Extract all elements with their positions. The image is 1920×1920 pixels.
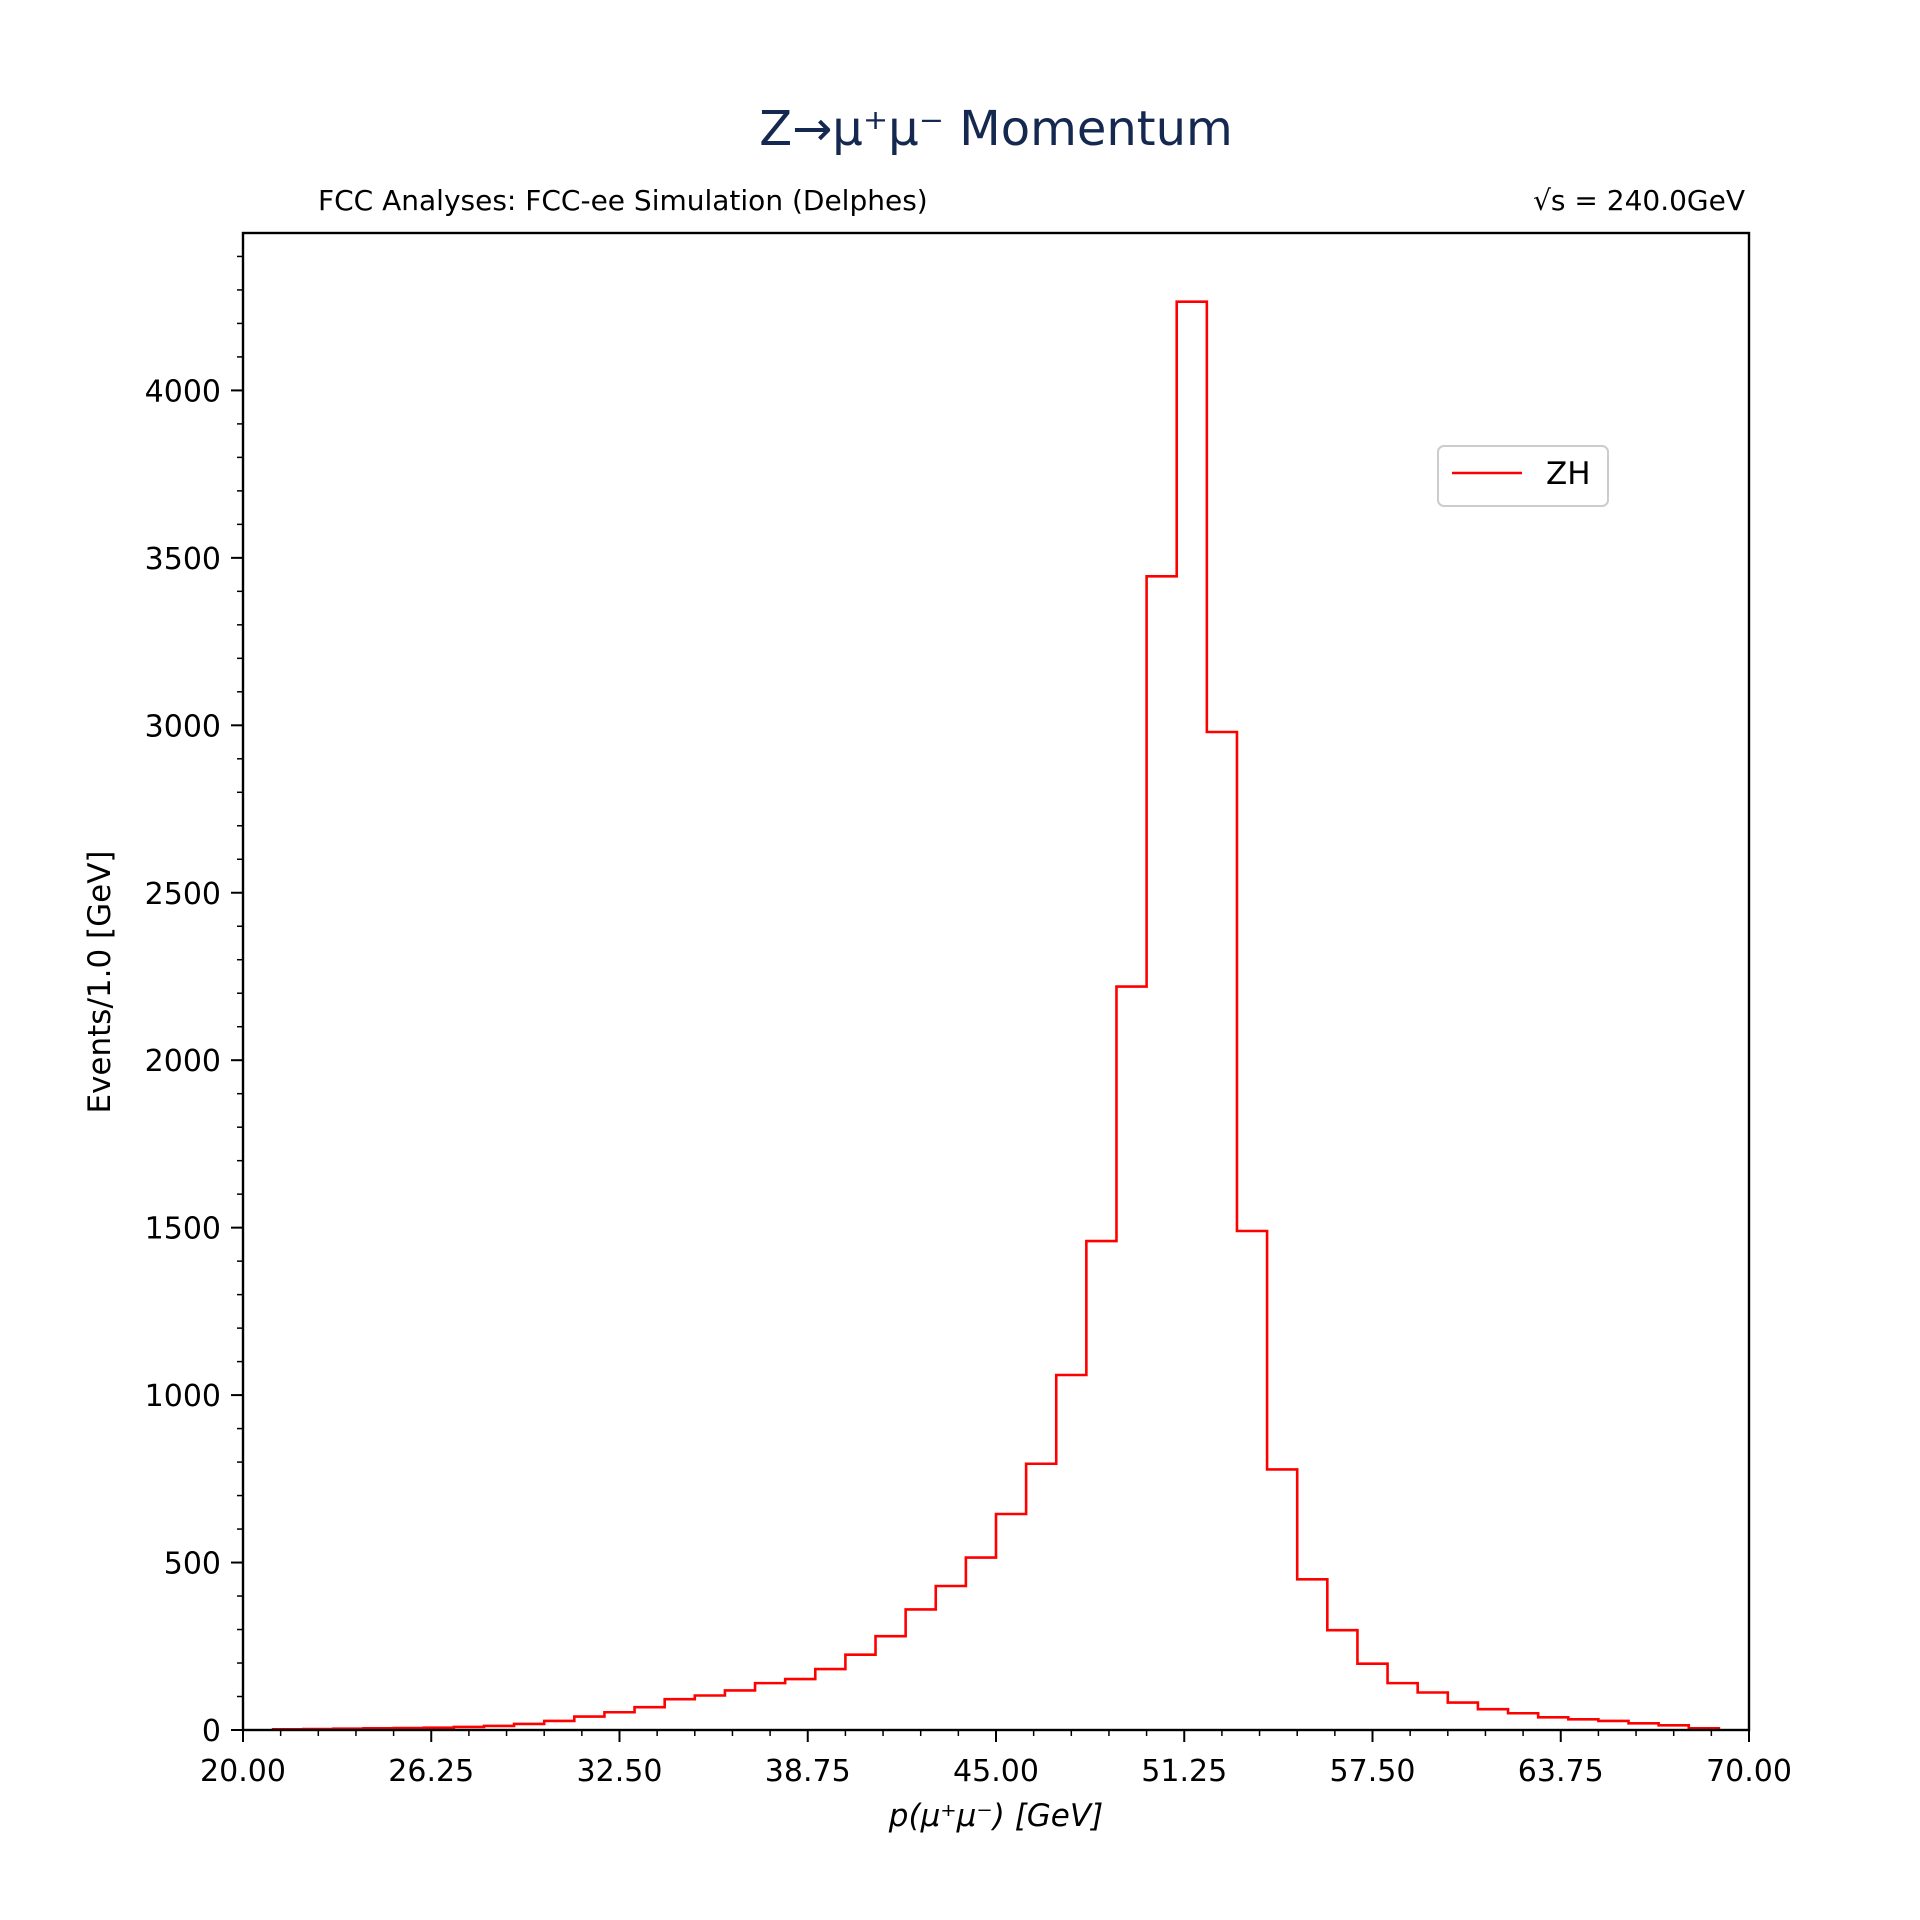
y-axis-label: Events/1.0 [GeV] (82, 850, 118, 1113)
subtitle-right: √s = 240.0GeV (1533, 184, 1745, 217)
x-tick-label: 20.00 (200, 1754, 286, 1789)
y-tick-label: 500 (164, 1547, 221, 1582)
x-tick-label: 38.75 (765, 1754, 851, 1789)
y-tick-label: 1000 (145, 1379, 221, 1414)
chart-title: Z→μ⁺μ⁻ Momentum (759, 101, 1233, 157)
x-tick-label: 51.25 (1141, 1754, 1227, 1789)
y-tick-label: 1500 (145, 1212, 221, 1247)
x-ticks: 20.00 26.25 32.50 38.75 45.00 51.25 57.50 63.75… (200, 1730, 1792, 1789)
series-zh-step-line (271, 300, 1721, 1731)
plot-frame (241, 231, 1751, 1732)
subtitle-left: FCC Analyses: FCC-ee Simulation (Delphes… (318, 184, 928, 217)
x-tick-label: 32.50 (577, 1754, 663, 1789)
x-axis-label: p(μ⁺μ⁻) [GeV] (888, 1798, 1103, 1834)
y-tick-label: 3000 (145, 709, 221, 744)
y-tick-label: 3500 (145, 542, 221, 577)
x-tick-label: 57.50 (1330, 1754, 1416, 1789)
y-tick-label: 4000 (145, 374, 221, 409)
x-tick-label: 63.75 (1518, 1754, 1604, 1789)
y-tick-label: 0 (202, 1714, 221, 1749)
y-ticks: 0 500 1000 1500 2000 2500 3000 3500 4000 (145, 374, 243, 1749)
x-tick-label: 70.00 (1706, 1754, 1792, 1789)
y-tick-label: 2000 (145, 1044, 221, 1079)
y-tick-label: 2500 (145, 877, 221, 912)
x-tick-label: 26.25 (388, 1754, 474, 1789)
legend-label-zh: ZH (1546, 456, 1591, 492)
x-tick-label: 45.00 (953, 1754, 1039, 1789)
legend: ZH (1437, 445, 1609, 507)
legend-box (1437, 445, 1609, 507)
